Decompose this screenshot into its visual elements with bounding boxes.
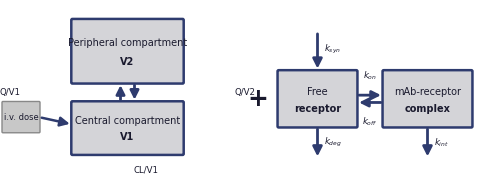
Text: V1: V1 xyxy=(120,132,134,142)
Text: +: + xyxy=(247,87,268,111)
Text: $k_{deg}$: $k_{deg}$ xyxy=(324,136,342,149)
Text: $k_{off}$: $k_{off}$ xyxy=(362,115,378,128)
Text: receptor: receptor xyxy=(294,104,341,114)
Text: $k_{on}$: $k_{on}$ xyxy=(363,70,377,82)
Text: Central compartment: Central compartment xyxy=(75,116,180,126)
FancyBboxPatch shape xyxy=(2,102,40,133)
FancyBboxPatch shape xyxy=(382,70,472,128)
Text: Q/V2: Q/V2 xyxy=(234,88,256,97)
Text: complex: complex xyxy=(404,104,450,114)
Text: $k_{int}$: $k_{int}$ xyxy=(434,137,448,149)
Text: mAb-receptor: mAb-receptor xyxy=(394,87,461,97)
FancyBboxPatch shape xyxy=(72,19,184,84)
Text: Q/V1: Q/V1 xyxy=(0,88,20,97)
Text: Free: Free xyxy=(307,87,328,97)
Text: V2: V2 xyxy=(120,57,134,68)
Text: i.v. dose: i.v. dose xyxy=(4,113,38,122)
Text: $k_{syn}$: $k_{syn}$ xyxy=(324,43,340,56)
Text: CL/V1: CL/V1 xyxy=(134,166,158,175)
FancyBboxPatch shape xyxy=(278,70,357,128)
FancyBboxPatch shape xyxy=(72,101,184,155)
Text: Peripheral compartment: Peripheral compartment xyxy=(68,38,187,48)
